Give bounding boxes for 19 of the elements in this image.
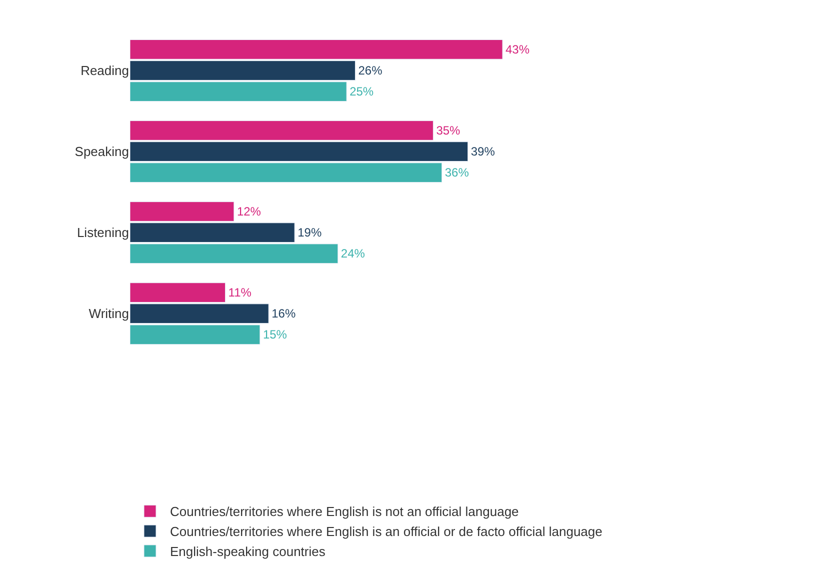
data-label: 43% (506, 42, 530, 56)
data-label: 11% (228, 286, 252, 300)
y-tick-label: Listening (76, 225, 129, 240)
data-label: 12% (236, 204, 262, 219)
data-label: 24% (340, 246, 366, 261)
data-label: 19% (298, 226, 322, 240)
y-tick-label: Speaking (74, 144, 129, 160)
data-label: 25% (350, 84, 374, 99)
legend-label: Countries/territories where English is not an official language (170, 504, 519, 520)
legend-label: Countries/territories where English is an official or de facto official language (170, 524, 602, 540)
data-label: 36% (444, 166, 470, 180)
y-tick-label: Reading (80, 63, 129, 78)
data-label: 16% (272, 306, 296, 321)
data-label: 26% (358, 64, 383, 78)
data-label: 39% (470, 144, 496, 159)
data-label: 35% (436, 123, 461, 138)
legend-label: English-speaking countries (170, 544, 326, 560)
data-label: 15% (262, 328, 288, 342)
y-tick-label: Writing (88, 306, 129, 322)
